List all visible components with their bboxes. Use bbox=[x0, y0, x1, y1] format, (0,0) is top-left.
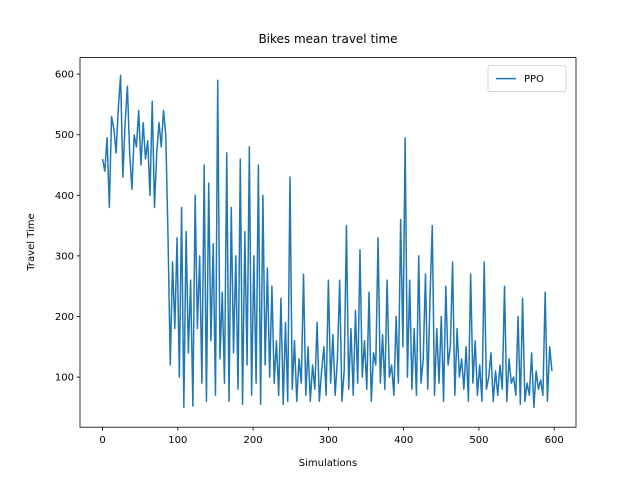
x-tick-label: 200 bbox=[244, 435, 263, 446]
x-tick-label: 600 bbox=[545, 435, 564, 446]
data-line bbox=[101, 74, 553, 409]
chart-title: Bikes mean travel time bbox=[258, 32, 397, 46]
y-axis-label: Travel Time bbox=[26, 213, 37, 271]
legend-label: PPO bbox=[524, 74, 544, 85]
x-tick-label: 300 bbox=[319, 435, 338, 446]
x-axis-label: Simulations bbox=[299, 458, 357, 469]
axes-frame bbox=[79, 57, 577, 428]
y-tick-label: 400 bbox=[55, 191, 74, 202]
y-tick-label: 500 bbox=[55, 130, 74, 141]
y-tick-label: 300 bbox=[55, 251, 74, 262]
x-tick-label: 100 bbox=[168, 435, 187, 446]
x-tick-label: 500 bbox=[469, 435, 488, 446]
y-tick-label: 200 bbox=[55, 312, 74, 323]
y-tick-label: 100 bbox=[55, 373, 74, 384]
x-tick-label: 0 bbox=[99, 435, 105, 446]
legend-box bbox=[487, 65, 567, 92]
x-tick-label: 400 bbox=[394, 435, 413, 446]
y-tick-label: 600 bbox=[55, 70, 74, 81]
